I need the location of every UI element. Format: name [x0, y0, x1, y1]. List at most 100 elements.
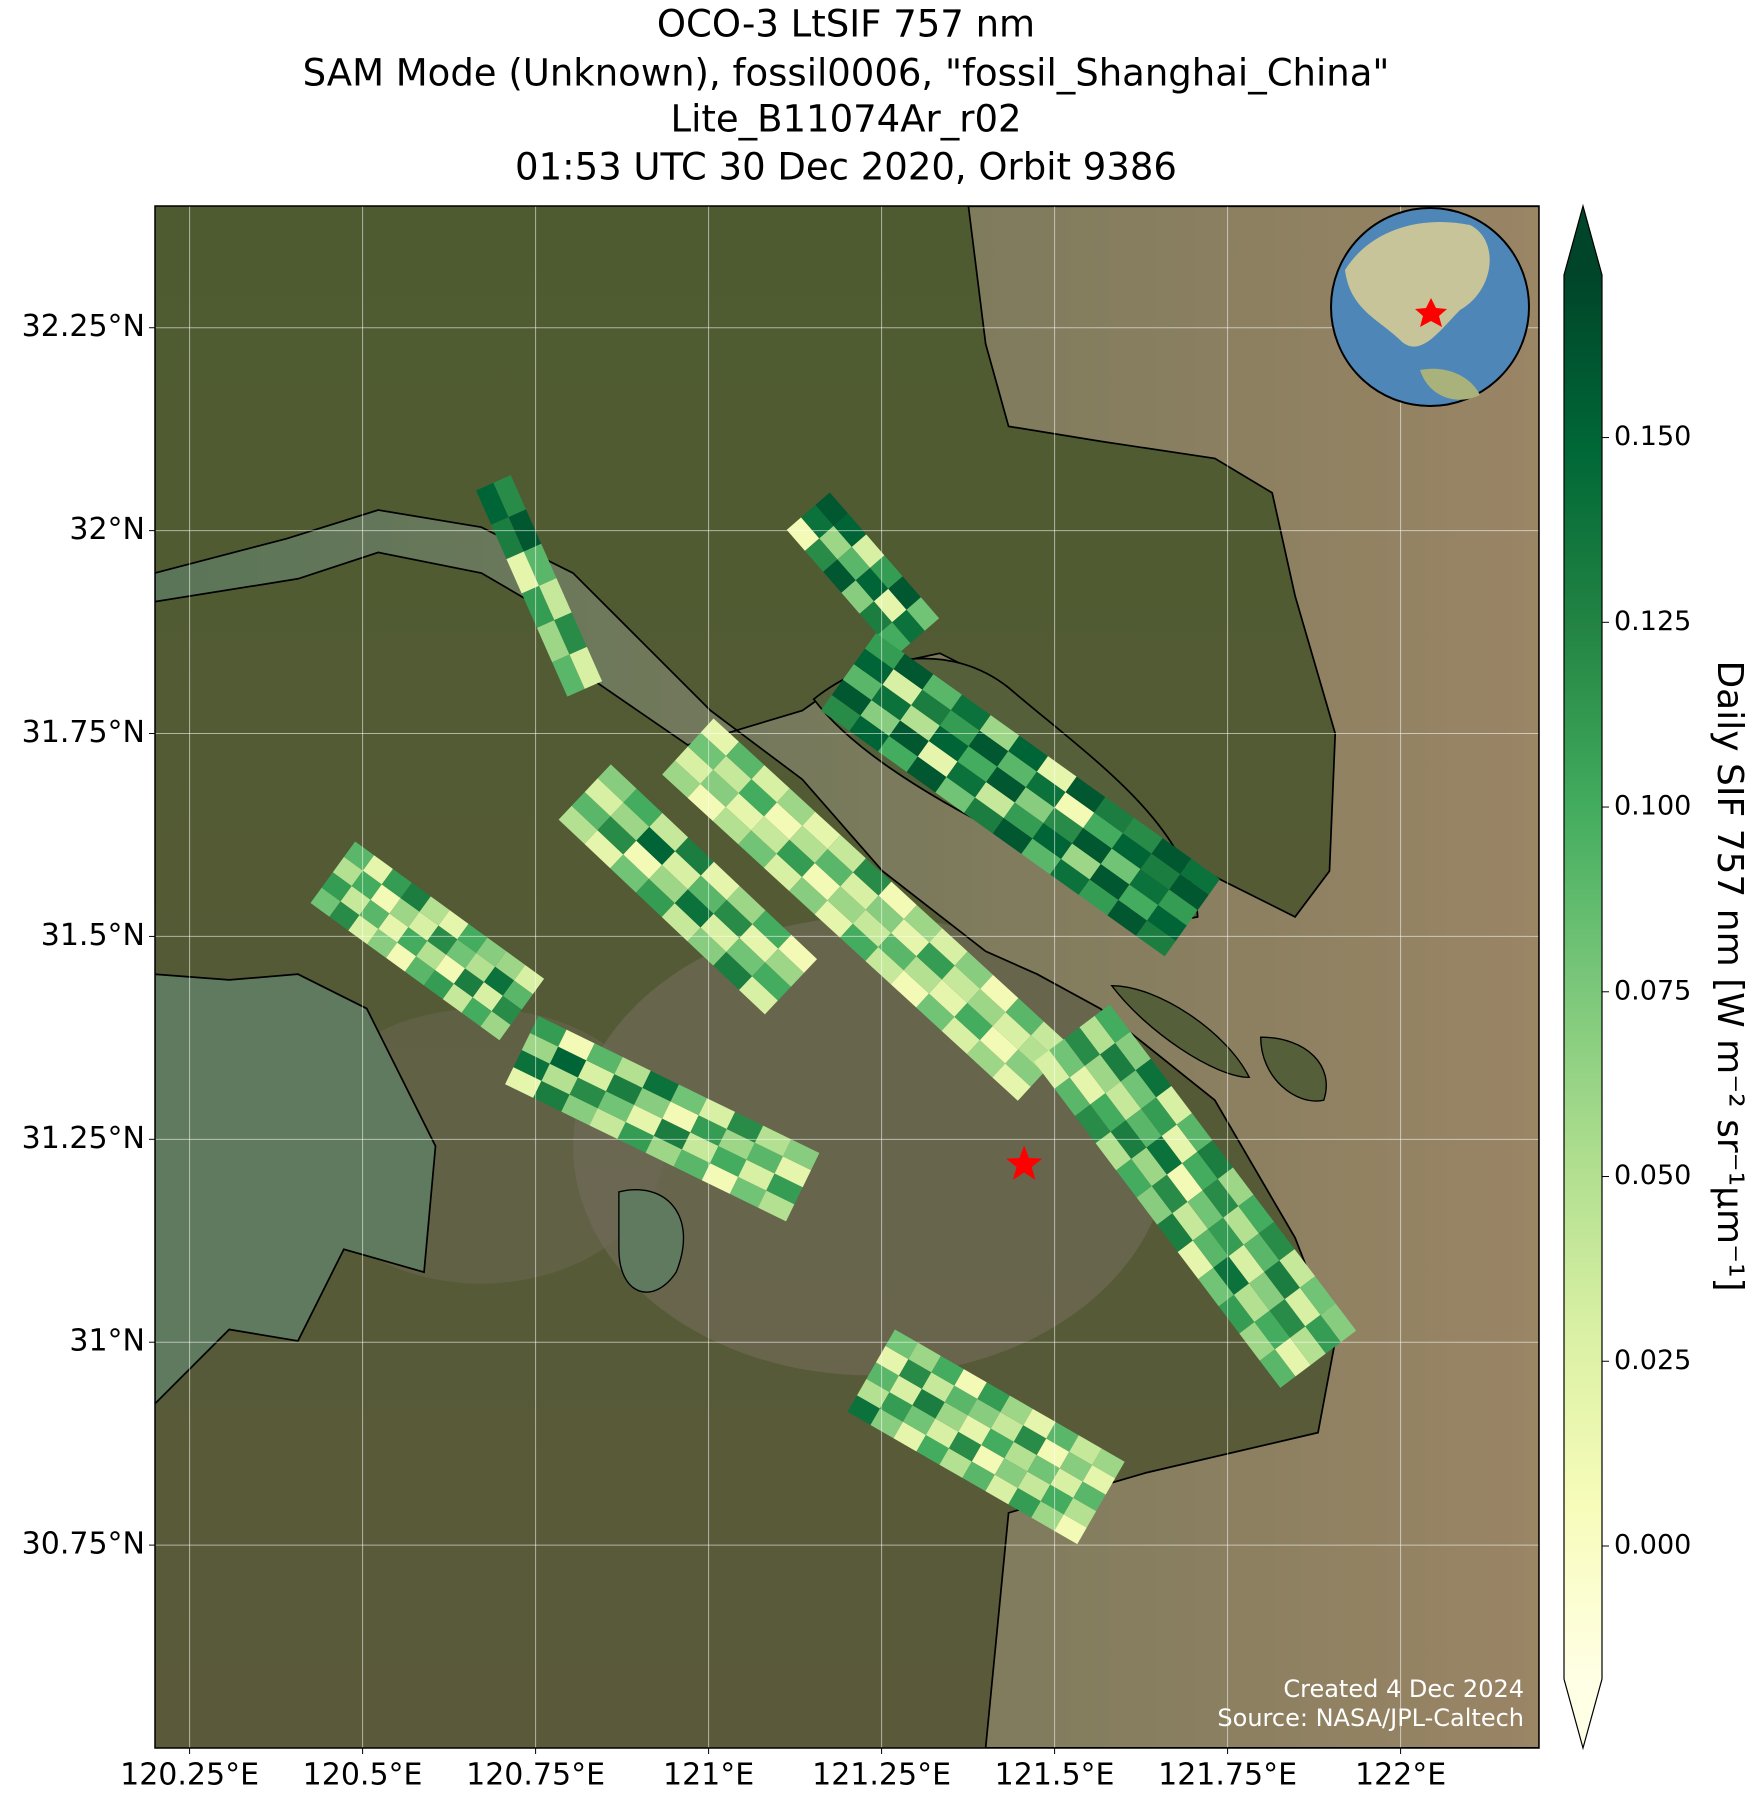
sif-cell [1050, 858, 1090, 895]
sif-cell [878, 881, 917, 919]
sif-cell [726, 1111, 764, 1143]
sif-cell [713, 951, 753, 991]
sif-cell [917, 741, 958, 777]
sif-cell [1233, 1283, 1270, 1323]
sif-cell [700, 913, 740, 952]
sif-cell [351, 870, 382, 900]
sif-cell [645, 1135, 682, 1167]
sif-cell [870, 1408, 903, 1439]
sif-cell [569, 1077, 607, 1109]
sif-cell [1082, 1464, 1116, 1495]
sif-cell [1118, 884, 1159, 921]
sif-cell [878, 736, 918, 772]
sif-cell [483, 966, 515, 996]
sif-cell [738, 830, 777, 868]
sif-cell [1054, 1077, 1091, 1116]
sif-cell [935, 1402, 968, 1432]
sif-cell [902, 1405, 936, 1436]
sif-cell [782, 1139, 820, 1171]
sif-cell [776, 788, 816, 826]
sif-cell [1197, 1140, 1233, 1179]
sif-cell [1100, 1043, 1136, 1082]
sif-cell [491, 995, 522, 1025]
sif-cell [739, 924, 779, 963]
sif-cell [889, 720, 929, 757]
sif-cell [774, 1156, 812, 1188]
sif-cell [554, 612, 587, 655]
sif-cell [397, 927, 428, 957]
grid [155, 206, 1539, 1748]
sif-cell [911, 689, 951, 726]
sif-cell [892, 609, 925, 644]
x-tick-label: 121.75°E [1158, 1758, 1297, 1793]
sif-cell [946, 761, 987, 798]
colorbar-outline [1563, 203, 1603, 1751]
sif-cell [673, 1149, 711, 1181]
sif-cell [1182, 1151, 1218, 1191]
sif-cell [738, 779, 777, 817]
island [1260, 1036, 1327, 1102]
sif-cell [939, 1448, 972, 1478]
sif-cell [847, 1395, 880, 1426]
y-tick-label: 32°N [69, 512, 145, 547]
sif-cell [916, 993, 955, 1031]
sif-cell [1192, 1229, 1229, 1268]
sif-cell [636, 826, 676, 866]
sif-cell [967, 1040, 1006, 1078]
sif-cell [726, 741, 765, 780]
y-tick-label: 30.75°N [22, 1527, 145, 1562]
sif-cell [958, 1415, 991, 1445]
sif-cell [906, 756, 947, 793]
sif-cell [906, 597, 940, 631]
y-tick-label: 31.25°N [22, 1121, 145, 1156]
y-tick-label: 31.5°N [41, 918, 145, 953]
sif-cell [661, 903, 701, 942]
sif-cell [1095, 1131, 1132, 1171]
credit: Created 4 Dec 2024 [1283, 1675, 1524, 1703]
sif-cell [700, 718, 739, 756]
sif-cell [890, 970, 930, 1008]
sif-cell [954, 1369, 987, 1399]
title-line: OCO-3 LtSIF 757 nm [657, 3, 1035, 46]
sif-cell [1187, 1190, 1224, 1230]
sif-cell [649, 865, 688, 904]
sif-cell [1299, 1276, 1336, 1315]
x-tick-label: 121.5°E [995, 1758, 1115, 1793]
sif-cell [1279, 1249, 1316, 1288]
sif-cell [536, 620, 570, 663]
title-line: SAM Mode (Unknown), fossil0006, "fossil_… [303, 52, 1390, 95]
globe-land [1420, 368, 1480, 400]
sif-cell [623, 840, 663, 879]
sif-cell [967, 1398, 1001, 1429]
sif-cell [802, 863, 841, 901]
target-marker [1006, 1145, 1043, 1180]
sif-cell [571, 791, 611, 831]
target-layer [1006, 1145, 1043, 1180]
sif-cell [541, 1063, 578, 1095]
colorbar-body [1564, 275, 1602, 1679]
sif-cell [1115, 1031, 1151, 1071]
sif-cell [802, 811, 841, 850]
sif-cell [1135, 1058, 1172, 1098]
sif-cell [332, 856, 363, 887]
sif-cell [1259, 1349, 1296, 1388]
sif-cell [404, 956, 436, 986]
sif-cell [929, 928, 968, 966]
sif-cell [718, 1128, 755, 1160]
sif-cell [903, 904, 943, 943]
sif-cell [1025, 771, 1066, 808]
sif-cell [757, 1190, 795, 1222]
globe-marker [1415, 298, 1447, 327]
sif-cell [1021, 838, 1062, 875]
sif-cell [898, 1359, 932, 1389]
sif-cell [1000, 1395, 1033, 1426]
sif-cell [1274, 1337, 1311, 1377]
sif-cell [1004, 1441, 1037, 1472]
colorbar-tick-label: 0.150 [1614, 421, 1691, 452]
sif-cell [778, 934, 818, 973]
sif-cell [765, 948, 804, 987]
sif-cell [931, 1355, 964, 1386]
basemap [155, 206, 1539, 1748]
sif-cell [1172, 1201, 1209, 1241]
sif-cell [992, 1063, 1031, 1101]
